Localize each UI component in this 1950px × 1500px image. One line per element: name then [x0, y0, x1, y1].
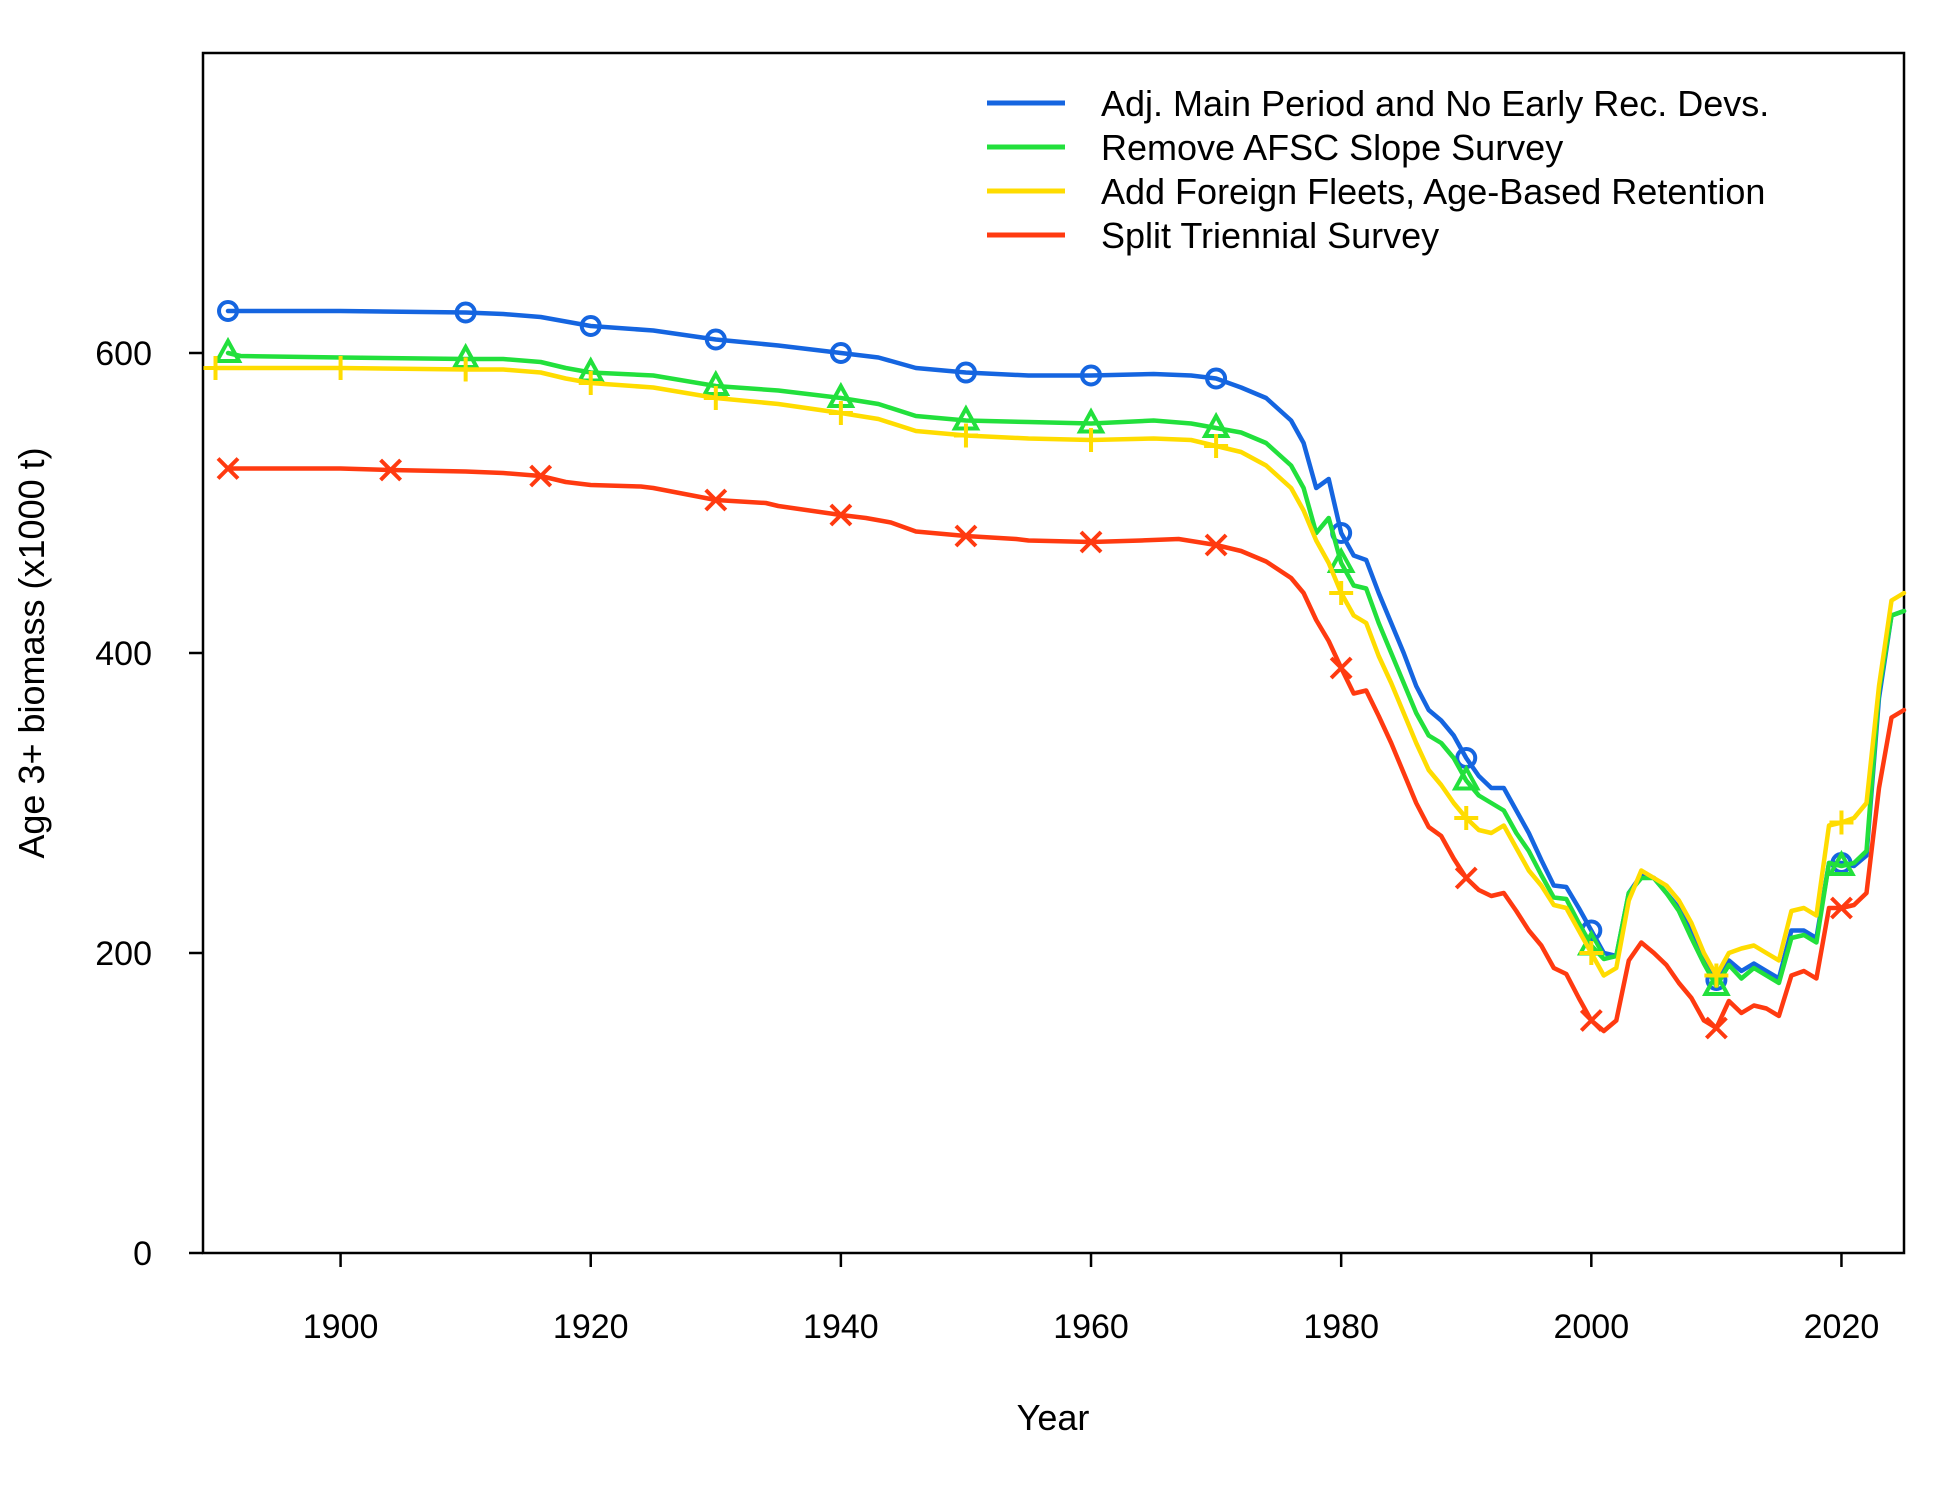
plus-marker	[1329, 581, 1354, 605]
cross-marker	[379, 458, 403, 482]
x-tick-label: 1900	[303, 1308, 379, 1346]
plus-marker	[1579, 941, 1604, 965]
circle-marker	[1080, 364, 1103, 387]
plus-marker	[1204, 434, 1229, 458]
plus-marker	[578, 371, 603, 395]
plus-marker	[453, 357, 478, 382]
legend-item: Adj. Main Period and No Early Rec. Devs.	[987, 83, 1769, 124]
x-tick-label: 2020	[1804, 1308, 1880, 1346]
legend-label: Adj. Main Period and No Early Rec. Devs.	[1101, 83, 1769, 124]
legend-label: Add Foreign Fleets, Age-Based Retention	[1101, 171, 1765, 212]
triangle-marker	[1326, 546, 1356, 573]
circle-marker	[1205, 367, 1228, 390]
legend-item: Split Triennial Survey	[987, 215, 1439, 256]
series-1	[217, 300, 1907, 991]
legend-label: Split Triennial Survey	[1101, 215, 1439, 256]
cross-marker	[1704, 1016, 1728, 1040]
plus-marker	[203, 356, 228, 380]
cross-marker	[704, 488, 728, 512]
y-tick-label: 200	[95, 935, 152, 973]
triangle-marker	[1451, 764, 1481, 791]
legend-label: Remove AFSC Slope Survey	[1101, 127, 1563, 168]
x-tick-label: 1920	[553, 1308, 629, 1346]
circle-marker	[454, 301, 477, 324]
circle-marker	[954, 361, 977, 384]
legend-item: Remove AFSC Slope Survey	[987, 127, 1563, 168]
cross-marker	[1579, 1009, 1603, 1032]
circle-marker	[579, 315, 602, 337]
plus-marker	[1079, 428, 1104, 452]
triangle-marker	[1827, 849, 1856, 876]
x-tick-label: 1980	[1303, 1308, 1379, 1346]
y-tick-label: 600	[95, 335, 152, 373]
circle-marker	[704, 328, 727, 351]
cross-marker	[1204, 533, 1228, 557]
plus-marker	[1829, 810, 1854, 835]
y-axis: 0 200 400 600	[95, 335, 203, 1273]
legend-item: Add Foreign Fleets, Age-Based Retention	[987, 171, 1765, 212]
y-tick-label: 0	[133, 1235, 152, 1273]
cross-marker	[1454, 866, 1478, 890]
circle-marker	[829, 342, 852, 364]
plus-marker	[1704, 963, 1729, 988]
x-axis-title: Year	[1017, 1397, 1090, 1438]
series-group	[203, 300, 1907, 1040]
plus-marker	[328, 356, 353, 380]
cross-marker	[954, 524, 978, 548]
plus-marker	[828, 401, 853, 425]
y-tick-label: 400	[95, 635, 152, 673]
series-line	[225, 466, 1907, 1034]
triangle-marker	[213, 336, 243, 363]
plus-marker	[953, 423, 978, 448]
series-line	[225, 308, 1907, 983]
series-line	[225, 350, 1907, 989]
cross-marker	[1830, 896, 1853, 920]
cross-marker	[1329, 656, 1353, 680]
series-4	[216, 457, 1907, 1040]
x-tick-label: 1960	[1053, 1308, 1129, 1346]
cross-marker	[216, 457, 240, 480]
plus-marker	[703, 386, 728, 410]
circle-marker	[217, 300, 240, 322]
y-axis-title: Age 3+ biomass (x1000 t)	[11, 447, 52, 858]
series-3	[203, 356, 1907, 988]
legend: Adj. Main Period and No Early Rec. Devs.…	[987, 83, 1769, 256]
cross-marker	[1079, 530, 1103, 554]
x-axis: 1900 1920 1940 1960 1980 2000 2020	[303, 1253, 1880, 1346]
cross-marker	[829, 503, 853, 527]
plus-marker	[1454, 806, 1479, 830]
triangle-marker	[1702, 969, 1731, 996]
series-line	[213, 365, 1907, 978]
x-tick-label: 2000	[1553, 1308, 1629, 1346]
x-tick-label: 1940	[803, 1308, 879, 1346]
series-2	[213, 336, 1907, 996]
cross-marker	[529, 464, 553, 488]
